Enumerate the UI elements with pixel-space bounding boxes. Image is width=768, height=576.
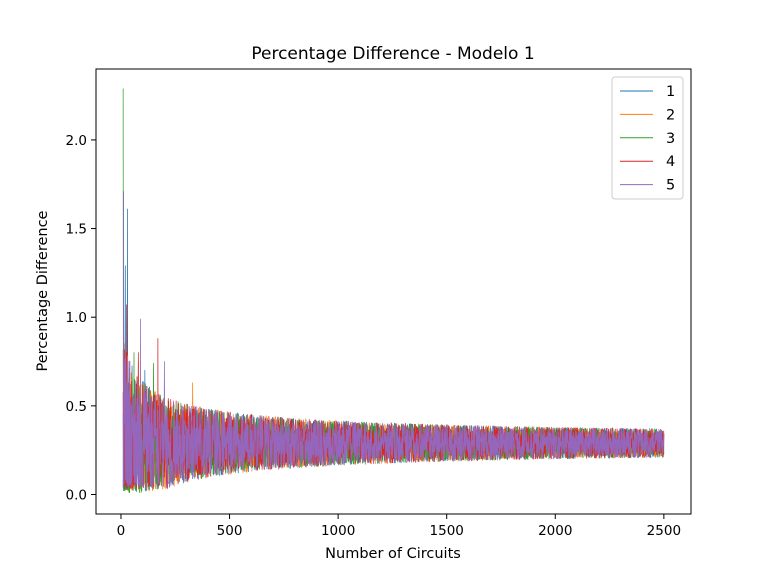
legend-label-4: 4 — [666, 154, 675, 170]
y-axis-label: Percentage Difference — [35, 210, 51, 371]
x-tick-label: 0 — [117, 523, 126, 539]
x-tick-label: 1500 — [430, 523, 464, 539]
legend-label-3: 3 — [666, 131, 675, 147]
legend-label-2: 2 — [666, 107, 675, 123]
x-tick-label: 1000 — [321, 523, 355, 539]
y-tick-label: 0.0 — [66, 487, 87, 503]
y-tick-label: 0.5 — [66, 399, 87, 415]
legend-label-5: 5 — [666, 178, 675, 194]
legend: 1 2 3 4 5 — [611, 76, 684, 200]
chart-title: Percentage Difference - Modelo 1 — [251, 44, 534, 64]
legend-label-1: 1 — [666, 84, 675, 100]
x-tick-label: 2500 — [647, 523, 681, 539]
x-axis: 0 500 1000 1500 2000 2500 — [117, 514, 681, 539]
series-line-5 — [122, 190, 665, 488]
y-axis: 0.0 0.5 1.0 1.5 2.0 — [66, 133, 96, 503]
y-tick-label: 1.0 — [66, 310, 87, 326]
x-tick-label: 500 — [217, 523, 243, 539]
x-axis-label: Number of Circuits — [325, 546, 461, 562]
x-tick-label: 2000 — [538, 523, 572, 539]
series-layer — [122, 88, 665, 493]
axes-frame — [95, 68, 692, 515]
y-tick-label: 1.5 — [66, 222, 87, 238]
y-tick-label: 2.0 — [66, 133, 87, 149]
